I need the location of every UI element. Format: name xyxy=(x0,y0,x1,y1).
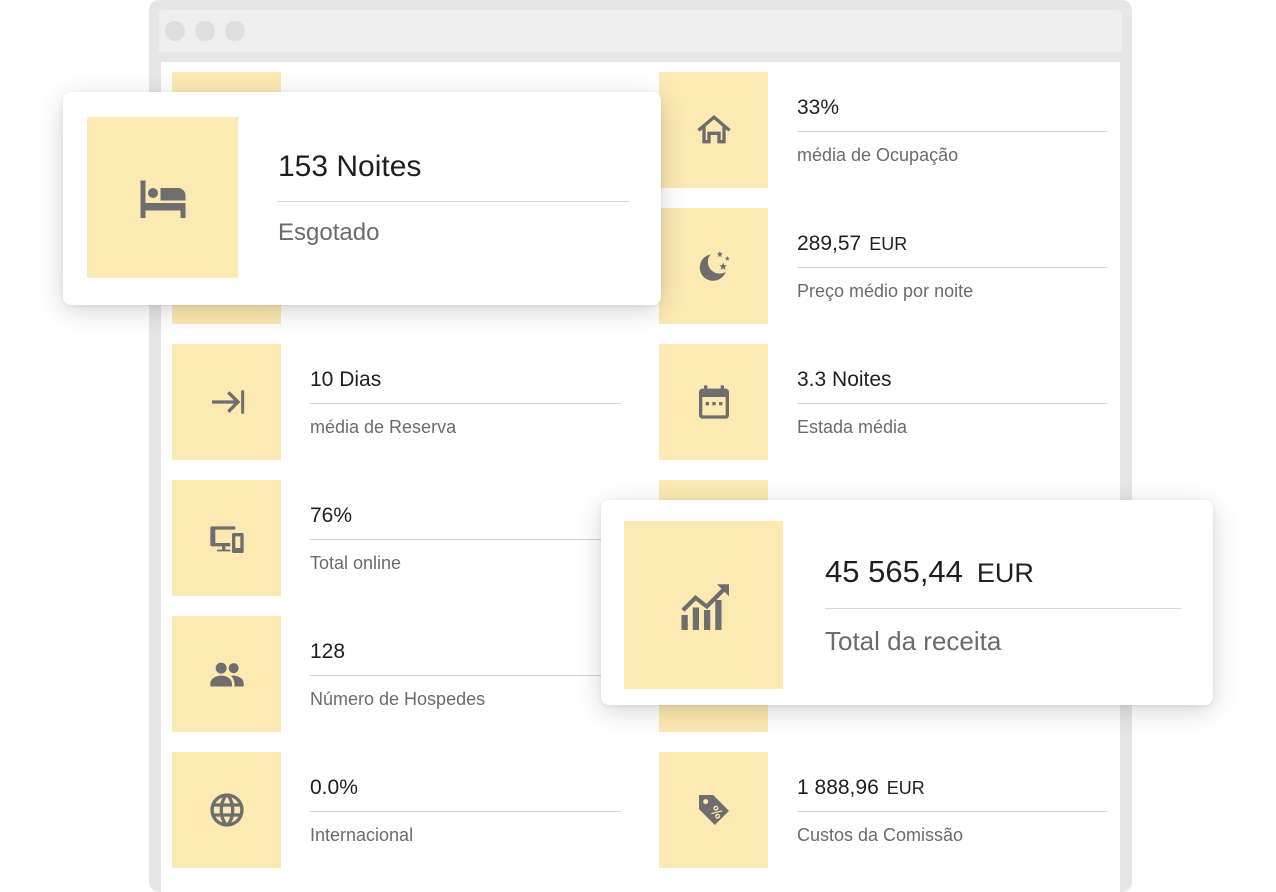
stat-card-booking-window: 10 Dias média de Reserva xyxy=(172,344,632,460)
stat-card-commission: % 1 888,96 EUR Custos da Comissão xyxy=(659,752,1119,868)
stat-card-guests: 128 Número de Hospedes xyxy=(172,616,632,732)
window-control-maximize[interactable] xyxy=(225,21,245,41)
stat-card-online: 76% Total online xyxy=(172,480,632,596)
window-control-minimize[interactable] xyxy=(195,21,215,41)
highlight-card-sold-out: 153 Noites Esgotado xyxy=(63,92,661,305)
stat-value: 0.0% xyxy=(310,776,621,812)
highlight-label: Esgotado xyxy=(278,219,380,246)
stat-label: Estada média xyxy=(797,417,908,437)
chart-growth-icon xyxy=(624,521,783,689)
stat-amount: 1 888,96 xyxy=(797,776,879,799)
devices-icon xyxy=(172,480,281,596)
highlight-value: 45 565,44 EUR xyxy=(825,554,1181,609)
highlight-value: 153 Noites xyxy=(278,150,629,202)
highlight-unit: EUR xyxy=(976,558,1034,588)
stat-label: Número de Hospedes xyxy=(310,689,486,709)
moon-stars-icon xyxy=(659,208,768,324)
stat-value: 76% xyxy=(310,504,621,540)
stat-value: 3.3 Noites xyxy=(797,368,1108,404)
stat-value: 128 xyxy=(310,640,621,676)
stat-value: 10 Dias xyxy=(310,368,621,404)
stat-card-avg-price: 289,57 EUR Preço médio por noite xyxy=(659,208,1119,324)
browser-titlebar xyxy=(159,10,1122,52)
stat-label: média de Ocupação xyxy=(797,145,959,165)
stat-value: 33% xyxy=(797,96,1108,132)
stat-label: Internacional xyxy=(310,825,414,845)
price-tag-icon: % xyxy=(659,752,768,868)
globe-icon xyxy=(172,752,281,868)
stat-unit: EUR xyxy=(886,778,925,798)
stat-card-avg-stay: 3.3 Noites Estada média xyxy=(659,344,1119,460)
stat-label: Custos da Comissão xyxy=(797,825,964,845)
highlight-card-revenue: 45 565,44 EUR Total da receita xyxy=(601,500,1213,705)
people-icon xyxy=(172,616,281,732)
stat-value: 1 888,96 EUR xyxy=(797,776,1108,812)
house-icon xyxy=(659,72,768,188)
stat-card-occupancy: 33% média de Ocupação xyxy=(659,72,1119,188)
bed-icon xyxy=(87,117,238,278)
stat-value: 289,57 EUR xyxy=(797,232,1108,268)
calendar-icon xyxy=(659,344,768,460)
stat-card-international: 0.0% Internacional xyxy=(172,752,632,868)
stat-amount: 289,57 xyxy=(797,232,862,255)
stat-label: média de Reserva xyxy=(310,417,457,437)
arrow-to-end-icon xyxy=(172,344,281,460)
stat-label: Preço médio por noite xyxy=(797,281,974,301)
window-control-close[interactable] xyxy=(165,21,185,41)
highlight-label: Total da receita xyxy=(825,626,1002,656)
stat-unit: EUR xyxy=(869,234,908,254)
stat-label: Total online xyxy=(310,553,402,573)
highlight-amount: 45 565,44 xyxy=(825,554,963,589)
